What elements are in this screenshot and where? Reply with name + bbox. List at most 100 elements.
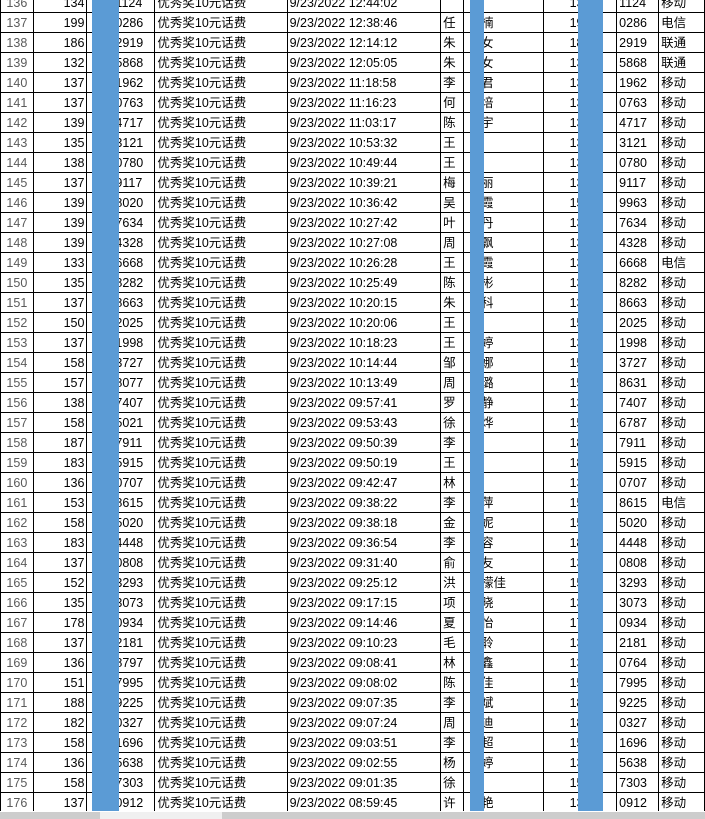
cell-carrier[interactable]: 移动 — [658, 612, 705, 633]
cell-phone-prefix[interactable]: 157 — [32, 372, 88, 393]
cell-carrier[interactable]: 移动 — [658, 272, 705, 293]
cell-prize[interactable]: 优秀奖10元话费 — [154, 12, 288, 33]
cell-prize[interactable]: 优秀奖10元话费 — [154, 452, 288, 473]
cell-phone-suffix[interactable]: 8615 — [112, 492, 156, 513]
cell-given-name[interactable]: 彬 — [477, 272, 545, 293]
cell-datetime[interactable]: 9/23/2022 10:27:42 — [286, 212, 442, 233]
cell-phone-suffix-2[interactable]: 6787 — [616, 412, 660, 433]
cell-prize[interactable]: 优秀奖10元话费 — [154, 672, 288, 693]
cell-phone-suffix-2[interactable]: 3073 — [616, 592, 660, 613]
row-number-header[interactable]: 157 — [0, 412, 34, 433]
row-number-header[interactable]: 158 — [0, 432, 34, 453]
cell-phone-prefix[interactable]: 138 — [32, 392, 88, 413]
cell-phone-suffix[interactable]: 8663 — [112, 292, 156, 313]
cell-phone-suffix[interactable]: 7634 — [112, 212, 156, 233]
cell-phone-suffix-2[interactable]: 0764 — [616, 652, 660, 673]
cell-given-name[interactable]: 烨 — [477, 412, 545, 433]
cell-surname[interactable]: 叶 — [440, 212, 465, 233]
cell-phone-suffix[interactable]: 4448 — [112, 532, 156, 553]
cell-datetime[interactable]: 9/23/2022 12:14:12 — [286, 32, 442, 53]
cell-prize[interactable]: 优秀奖10元话费 — [154, 132, 288, 153]
cell-carrier[interactable]: 移动 — [658, 192, 705, 213]
row-number-header[interactable]: 151 — [0, 292, 34, 313]
cell-surname[interactable]: 罗 — [440, 392, 465, 413]
cell-given-name[interactable]: 斌 — [477, 692, 545, 713]
cell-surname[interactable]: 林 — [440, 652, 465, 673]
cell-given-name[interactable]: 璐 — [477, 372, 545, 393]
cell-surname[interactable]: 王 — [440, 132, 465, 153]
cell-given-name[interactable]: 女 — [477, 32, 545, 53]
cell-prize[interactable]: 优秀奖10元话费 — [154, 372, 288, 393]
cell-datetime[interactable]: 9/23/2022 10:26:28 — [286, 252, 442, 273]
cell-phone-suffix-2[interactable]: 7303 — [616, 772, 660, 793]
cell-phone-suffix[interactable]: 0327 — [112, 712, 156, 733]
cell-surname[interactable]: 洪 — [440, 572, 465, 593]
cell-phone-prefix[interactable]: 137 — [32, 292, 88, 313]
cell-phone-prefix[interactable]: 182 — [32, 712, 88, 733]
row-number-header[interactable]: 170 — [0, 672, 34, 693]
cell-phone-suffix-2[interactable]: 1696 — [616, 732, 660, 753]
row-number-header[interactable]: 150 — [0, 272, 34, 293]
cell-carrier[interactable]: 移动 — [658, 212, 705, 233]
cell-given-name[interactable]: 培 — [477, 92, 545, 113]
cell-prize[interactable]: 优秀奖10元话费 — [154, 312, 288, 333]
cell-prize[interactable]: 优秀奖10元话费 — [154, 572, 288, 593]
cell-given-name[interactable]: 楠 — [477, 12, 545, 33]
cell-carrier[interactable]: 移动 — [658, 672, 705, 693]
cell-carrier[interactable]: 电信 — [658, 12, 705, 33]
cell-surname[interactable]: 陈 — [440, 112, 465, 133]
row-number-header[interactable]: 161 — [0, 492, 34, 513]
cell-given-name[interactable] — [477, 312, 545, 333]
cell-phone-prefix[interactable]: 139 — [32, 232, 88, 253]
cell-given-name[interactable]: 檬佳 — [477, 572, 545, 593]
cell-phone-prefix[interactable]: 186 — [32, 32, 88, 53]
cell-given-name[interactable] — [477, 432, 545, 453]
cell-carrier[interactable]: 移动 — [658, 432, 705, 453]
cell-prize[interactable]: 优秀奖10元话费 — [154, 712, 288, 733]
cell-phone-prefix[interactable]: 132 — [32, 52, 88, 73]
cell-phone-prefix[interactable]: 136 — [32, 472, 88, 493]
cell-surname[interactable]: 李 — [440, 692, 465, 713]
cell-phone-suffix-2[interactable]: 1124 — [616, 0, 660, 13]
cell-carrier[interactable]: 移动 — [658, 152, 705, 173]
cell-phone-suffix[interactable]: 0707 — [112, 472, 156, 493]
row-number-header[interactable]: 176 — [0, 792, 34, 813]
cell-phone-suffix-2[interactable]: 4717 — [616, 112, 660, 133]
cell-carrier[interactable]: 移动 — [658, 632, 705, 653]
cell-datetime[interactable]: 9/23/2022 09:38:18 — [286, 512, 442, 533]
row-number-header[interactable]: 160 — [0, 472, 34, 493]
cell-phone-suffix[interactable]: 5915 — [112, 452, 156, 473]
cell-carrier[interactable]: 移动 — [658, 112, 705, 133]
cell-surname[interactable]: 吴 — [440, 192, 465, 213]
cell-phone-suffix[interactable]: 3073 — [112, 592, 156, 613]
cell-prize[interactable]: 优秀奖10元话费 — [154, 612, 288, 633]
cell-datetime[interactable]: 9/23/2022 10:14:44 — [286, 352, 442, 373]
cell-surname[interactable]: 李 — [440, 532, 465, 553]
cell-surname[interactable]: 许 — [440, 792, 465, 813]
cell-phone-suffix-2[interactable]: 2025 — [616, 312, 660, 333]
row-number-header[interactable]: 164 — [0, 552, 34, 573]
cell-phone-suffix-2[interactable]: 3121 — [616, 132, 660, 153]
cell-carrier[interactable]: 移动 — [658, 0, 705, 13]
cell-prize[interactable]: 优秀奖10元话费 — [154, 752, 288, 773]
cell-carrier[interactable]: 移动 — [658, 472, 705, 493]
cell-carrier[interactable]: 移动 — [658, 312, 705, 333]
cell-surname[interactable]: 王 — [440, 452, 465, 473]
cell-phone-suffix-2[interactable]: 8282 — [616, 272, 660, 293]
cell-phone-prefix[interactable]: 158 — [32, 412, 88, 433]
cell-given-name[interactable]: 聆 — [477, 632, 545, 653]
cell-phone-suffix[interactable]: 1998 — [112, 332, 156, 353]
cell-given-name[interactable] — [477, 152, 545, 173]
cell-datetime[interactable]: 9/23/2022 09:10:23 — [286, 632, 442, 653]
cell-phone-suffix[interactable]: 7303 — [112, 772, 156, 793]
selected-column-bar-1[interactable] — [92, 0, 119, 811]
cell-phone-suffix-2[interactable]: 3293 — [616, 572, 660, 593]
cell-carrier[interactable]: 移动 — [658, 732, 705, 753]
row-number-header[interactable]: 159 — [0, 452, 34, 473]
cell-phone-suffix[interactable]: 6668 — [112, 252, 156, 273]
cell-given-name[interactable]: 娜 — [477, 352, 545, 373]
cell-phone-suffix[interactable]: 7911 — [112, 432, 156, 453]
